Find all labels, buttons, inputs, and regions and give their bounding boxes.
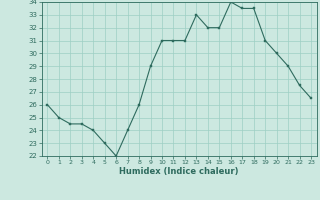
X-axis label: Humidex (Indice chaleur): Humidex (Indice chaleur) — [119, 167, 239, 176]
